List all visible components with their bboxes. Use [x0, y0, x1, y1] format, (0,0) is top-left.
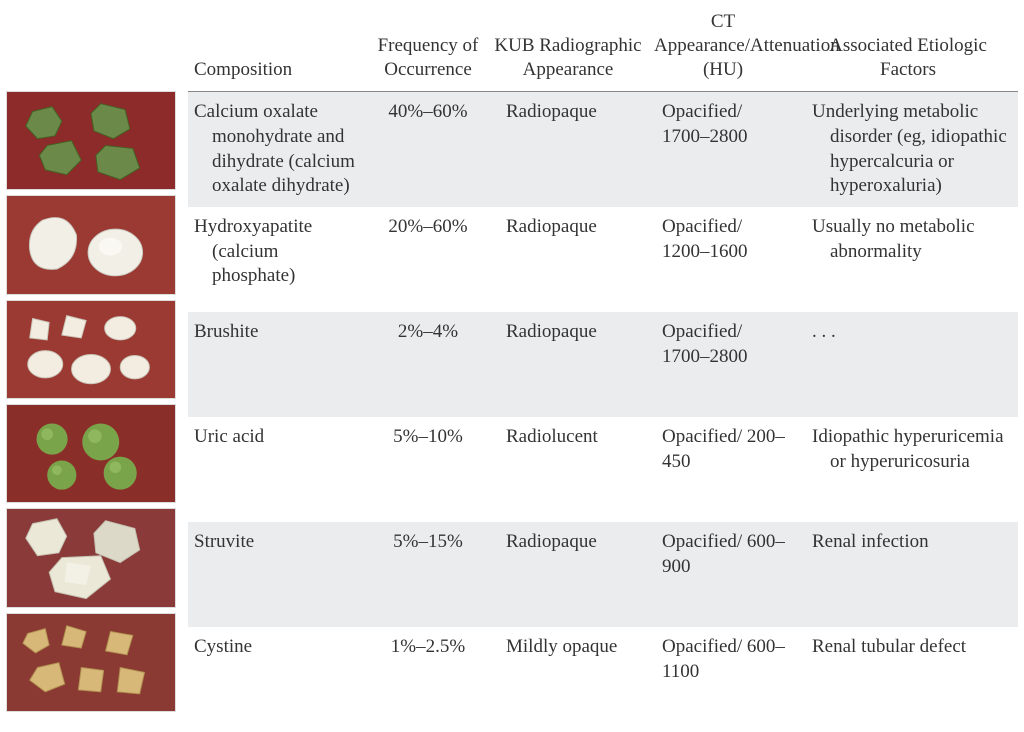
cell-etio: Renal tubular defect: [812, 635, 1012, 660]
cell-frequency: 5%–15%: [368, 522, 488, 627]
cell-frequency: 2%–4%: [368, 312, 488, 417]
stone-image-hydroxyapatite: [6, 195, 176, 294]
table-row: Struvite5%–15%RadiopaqueOpacified/ 600–9…: [188, 522, 1018, 627]
header-composition: Composition: [188, 4, 368, 92]
cell-frequency: 40%–60%: [368, 92, 488, 207]
header-ct: CT Appearance/Attenuation (HU): [648, 4, 798, 92]
cell-etio: . . .: [812, 320, 1012, 345]
cell-ct: Opacified/ 600–1100: [648, 627, 798, 732]
cell-frequency: 1%–2.5%: [368, 627, 488, 732]
table-header-row: Composition Frequency of Occurrence KUB …: [188, 4, 1018, 92]
header-frequency: Frequency of Occurrence: [368, 4, 488, 92]
cell-composition: Hydroxyapatite (calcium phosphate): [194, 215, 362, 289]
cell-frequency: 20%–60%: [368, 207, 488, 312]
stone-image-column: [6, 4, 183, 717]
cell-kub: Radiopaque: [488, 92, 648, 207]
cell-composition: Brushite: [194, 320, 362, 345]
cell-ct: Opacified/ 1700–2800: [648, 92, 798, 207]
table-row: Calcium oxalate monohydrate and dihydrat…: [188, 92, 1018, 207]
header-etio: Associated Etiologic Factors: [798, 4, 1018, 92]
cell-composition: Struvite: [194, 530, 362, 555]
cell-ct: Opacified/ 600–900: [648, 522, 798, 627]
cell-frequency: 5%–10%: [368, 417, 488, 522]
cell-kub: Radiolucent: [488, 417, 648, 522]
cell-kub: Radiopaque: [488, 312, 648, 417]
kidney-stone-table-figure: Composition Frequency of Occurrence KUB …: [0, 0, 1024, 721]
cell-kub: Mildly opaque: [488, 627, 648, 732]
cell-composition: Cystine: [194, 635, 362, 660]
table-wrapper: Composition Frequency of Occurrence KUB …: [183, 4, 1018, 717]
cell-ct: Opacified/ 200–450: [648, 417, 798, 522]
stone-image-cystine: [6, 613, 176, 712]
cell-etio: Underlying metabolic disorder (eg, idiop…: [812, 100, 1012, 199]
table-row: Cystine1%–2.5%Mildly opaqueOpacified/ 60…: [188, 627, 1018, 732]
table-row: Hydroxyapatite (calcium phosphate)20%–60…: [188, 207, 1018, 312]
cell-composition: Calcium oxalate monohydrate and dihydrat…: [194, 100, 362, 199]
stone-composition-table: Composition Frequency of Occurrence KUB …: [188, 4, 1018, 732]
cell-etio: Idiopathic hyperuricemia or hyperuricosu…: [812, 425, 1012, 474]
stone-image-brushite: [6, 300, 176, 399]
cell-kub: Radiopaque: [488, 522, 648, 627]
cell-ct: Opacified/ 1200–1600: [648, 207, 798, 312]
header-kub: KUB Radiographic Appearance: [488, 4, 648, 92]
cell-composition: Uric acid: [194, 425, 362, 450]
cell-etio: Renal infection: [812, 530, 1012, 555]
cell-ct: Opacified/ 1700–2800: [648, 312, 798, 417]
stone-image-calcium-oxalate: [6, 91, 176, 190]
stone-image-uric-acid: [6, 404, 176, 503]
cell-etio: Usually no metabolic abnormality: [812, 215, 1012, 264]
stone-image-struvite: [6, 508, 176, 607]
cell-kub: Radiopaque: [488, 207, 648, 312]
table-row: Brushite2%–4%RadiopaqueOpacified/ 1700–2…: [188, 312, 1018, 417]
table-row: Uric acid5%–10%RadiolucentOpacified/ 200…: [188, 417, 1018, 522]
